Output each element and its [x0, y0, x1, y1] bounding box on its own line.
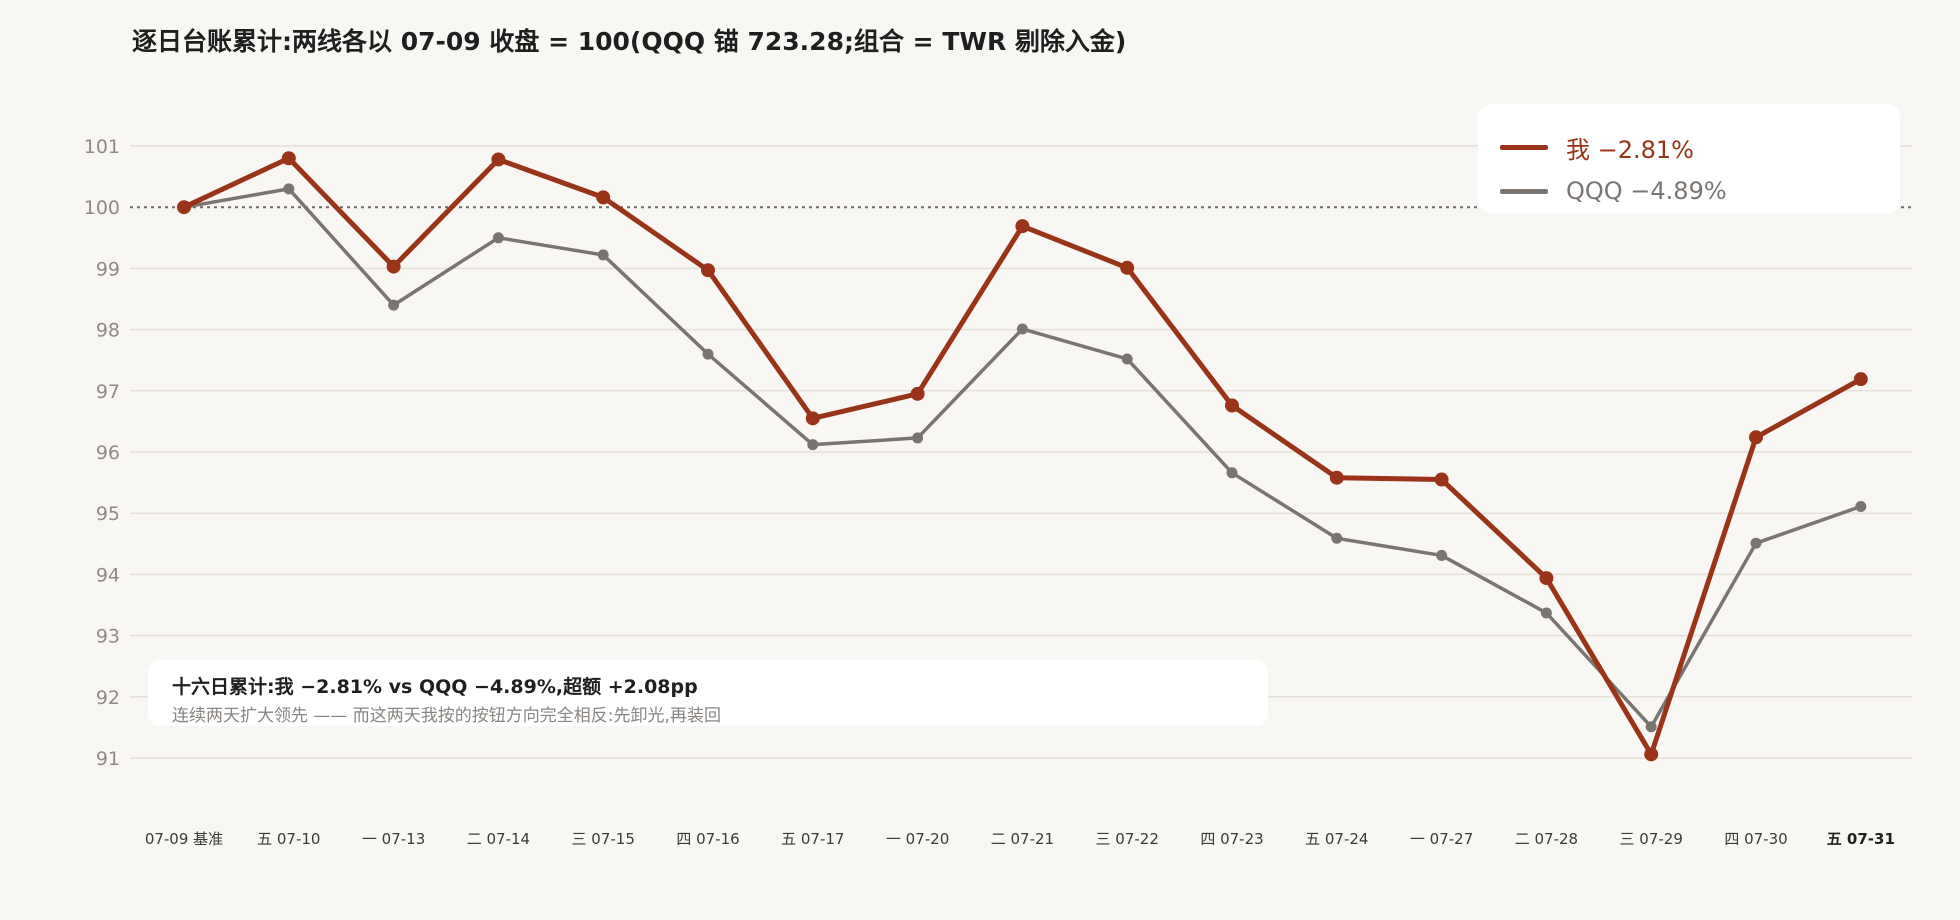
x-tick-label: 二 07-28: [1515, 830, 1578, 848]
x-tick-label: 五 07-17: [781, 830, 844, 848]
data-point-me: [910, 386, 925, 401]
x-tick-label: 07-09 基准: [145, 830, 223, 848]
data-point-qqq: [597, 249, 609, 261]
y-tick-label: 101: [84, 136, 120, 158]
x-tick-label: 三 07-29: [1620, 830, 1683, 848]
data-point-qqq: [1750, 537, 1762, 549]
x-tick-label: 五 07-10: [257, 830, 320, 848]
data-point-me: [1539, 571, 1554, 586]
x-tick-label: 三 07-15: [572, 830, 635, 848]
data-point-qqq: [807, 439, 819, 451]
annotation-subline: 连续两天扩大领先 —— 而这两天我按的按钮方向完全相反:先卸光,再装回: [172, 706, 721, 726]
x-tick-label: 五 07-24: [1305, 830, 1368, 848]
summary-annotation: 十六日累计:我 −2.81% vs QQQ −4.89%,超额 +2.08pp …: [148, 660, 1268, 726]
series-line-qqq: [182, 187, 1863, 729]
y-tick-label: 93: [96, 626, 120, 648]
data-point-me: [596, 190, 611, 205]
x-axis-ticks: 07-09 基准 五 07-10 一 07-13 二 07-14 三 07-15 四 07…: [145, 830, 1895, 848]
data-point-me: [701, 263, 715, 278]
data-point-me: [1225, 398, 1239, 413]
legend-item-qqq: QQQ −4.89%: [1500, 174, 1727, 208]
data-point-me: [1644, 747, 1659, 762]
y-axis-ticks: 91 92 93 94 95 96 97 98 99 100 101: [84, 136, 120, 770]
series-layer: [177, 151, 1868, 762]
data-point-me: [805, 411, 820, 426]
annotation-headline: 十六日累计:我 −2.81% vs QQQ −4.89%,超额 +2.08pp: [172, 676, 698, 698]
chart-title: 逐日台账累计:两线各以 07-09 收盘 = 100(QQQ 锚 723.28;…: [132, 27, 1127, 56]
data-point-me: [177, 200, 191, 215]
data-point-qqq: [388, 299, 400, 311]
legend: 我 −2.81% QQQ −4.89%: [1478, 104, 1900, 214]
data-point-me: [386, 259, 401, 274]
legend-item-me: 我 −2.81%: [1500, 130, 1694, 164]
data-point-me: [1120, 260, 1135, 275]
x-tick-label: 二 07-14: [467, 830, 530, 848]
data-point-me: [1749, 430, 1763, 445]
y-tick-label: 99: [96, 258, 120, 280]
x-tick-label: 四 07-16: [676, 830, 739, 848]
data-point-me: [1015, 219, 1030, 234]
data-point-qqq: [702, 348, 714, 360]
legend-label-qqq: QQQ −4.89%: [1566, 177, 1727, 205]
data-point-qqq: [283, 183, 295, 195]
legend-label-me: 我 −2.81%: [1566, 135, 1694, 164]
x-tick-label: 一 07-20: [886, 830, 949, 848]
y-tick-label: 97: [96, 381, 120, 403]
legend-swatch-me: [1500, 144, 1548, 150]
y-tick-label: 98: [96, 320, 120, 342]
data-point-qqq: [1331, 532, 1343, 544]
data-point-qqq: [1645, 721, 1657, 733]
x-tick-label: 四 07-30: [1724, 830, 1787, 848]
y-tick-label: 100: [84, 197, 120, 219]
data-point-me: [1853, 372, 1868, 387]
x-tick-label: 二 07-21: [991, 830, 1054, 848]
data-point-me: [1329, 470, 1344, 485]
data-point-qqq: [492, 232, 504, 244]
x-tick-label: 一 07-13: [362, 830, 425, 848]
x-tick-label: 一 07-27: [1410, 830, 1473, 848]
y-tick-label: 96: [96, 442, 120, 464]
data-point-qqq: [1436, 549, 1448, 561]
y-tick-label: 92: [96, 687, 120, 709]
data-point-qqq: [1016, 323, 1028, 335]
data-point-qqq: [1121, 353, 1133, 365]
legend-swatch-qqq: [1500, 188, 1548, 194]
data-point-me: [1434, 472, 1449, 487]
data-point-me: [281, 151, 296, 166]
x-tick-label: 三 07-22: [1096, 830, 1159, 848]
data-point-qqq: [912, 432, 924, 444]
y-tick-label: 91: [96, 748, 120, 770]
data-point-qqq: [1855, 500, 1867, 512]
y-tick-label: 94: [96, 564, 120, 586]
data-point-qqq: [1226, 467, 1238, 479]
data-point-me: [491, 152, 506, 167]
y-tick-label: 95: [96, 503, 120, 525]
data-point-qqq: [1540, 607, 1552, 619]
x-tick-label: 五 07-31: [1827, 830, 1895, 848]
x-tick-label: 四 07-23: [1200, 830, 1263, 848]
